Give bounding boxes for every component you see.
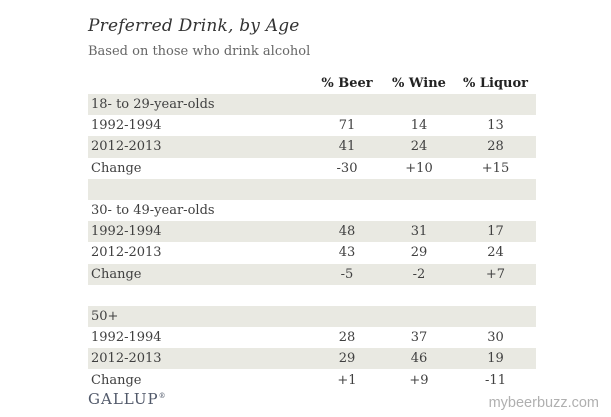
value-cell: 46 bbox=[410, 351, 428, 367]
page-subtitle: Based on those who drink alcohol bbox=[88, 44, 311, 59]
value-cell: 24 bbox=[487, 245, 504, 261]
table-row: 2012-2013 29 46 19 bbox=[88, 348, 536, 370]
value-cell: +15 bbox=[481, 160, 510, 176]
section-label: 18- to 29-year-olds bbox=[91, 97, 215, 113]
table-row: 2012-2013 43 29 24 bbox=[88, 242, 536, 263]
value-cell: 14 bbox=[410, 118, 428, 134]
table-content: Preferred Drink, by Age Based on those w… bbox=[88, 0, 536, 391]
spacer-row bbox=[88, 285, 536, 306]
gallup-wordmark: GALLUP bbox=[88, 390, 159, 408]
value-cell: -5 bbox=[340, 266, 354, 282]
value-cell: 30 bbox=[487, 330, 504, 346]
section-header-row: 18- to 29-year-olds bbox=[88, 94, 536, 116]
value-cell: -11 bbox=[485, 372, 506, 388]
row-label: 1992-1994 bbox=[91, 118, 162, 134]
row-label: Change bbox=[91, 160, 142, 176]
value-cell: +7 bbox=[485, 266, 506, 282]
value-cell: +10 bbox=[405, 160, 433, 176]
table-row: 2012-2013 41 24 28 bbox=[88, 136, 536, 158]
section-label: 50+ bbox=[91, 308, 119, 324]
table-row: 1992-1994 48 31 17 bbox=[88, 221, 536, 243]
value-cell: +1 bbox=[337, 372, 357, 388]
row-label: 1992-1994 bbox=[91, 224, 162, 240]
value-cell: +9 bbox=[409, 372, 429, 388]
value-cell: 29 bbox=[338, 351, 356, 367]
value-cell: 37 bbox=[410, 330, 428, 346]
value-cell: 29 bbox=[410, 245, 428, 261]
value-cell: 28 bbox=[487, 139, 504, 155]
registered-trademark-icon: ® bbox=[158, 392, 166, 400]
value-cell: 41 bbox=[338, 139, 356, 155]
row-label: 2012-2013 bbox=[91, 245, 162, 261]
row-label: Change bbox=[91, 372, 142, 388]
page-title: Preferred Drink, by Age bbox=[88, 16, 300, 36]
value-cell: 24 bbox=[410, 139, 428, 155]
section-header-row: 30- to 49-year-olds bbox=[88, 200, 536, 221]
table-row: Change -5 -2 +7 bbox=[88, 263, 536, 285]
value-cell: 31 bbox=[410, 224, 428, 240]
section-label: 30- to 49-year-olds bbox=[91, 203, 215, 219]
table-row: Change -30 +10 +15 bbox=[88, 158, 536, 179]
value-cell: 17 bbox=[487, 224, 504, 240]
table-row: 1992-1994 28 37 30 bbox=[88, 327, 536, 348]
value-cell: 48 bbox=[338, 224, 356, 240]
table-body: 18- to 29-year-olds 1992-1994 71 14 13 2012-2… bbox=[88, 94, 536, 391]
value-cell: 71 bbox=[338, 118, 356, 134]
spacer-row bbox=[88, 178, 536, 200]
value-cell: 19 bbox=[487, 351, 504, 367]
value-cell: 13 bbox=[487, 118, 504, 134]
value-cell: 43 bbox=[338, 245, 356, 261]
row-label: Change bbox=[91, 266, 142, 282]
watermark-text: mybeerbuzz.com bbox=[488, 395, 599, 411]
column-header-beer: % Beer bbox=[321, 75, 373, 91]
column-header-wine: % Wine bbox=[392, 75, 446, 91]
row-label: 1992-1994 bbox=[91, 330, 162, 346]
row-label: 2012-2013 bbox=[91, 351, 162, 367]
value-cell: -30 bbox=[336, 160, 358, 176]
table-header-row: % Beer % Wine % Liquor bbox=[88, 72, 536, 94]
gallup-logo: GALLUP® bbox=[88, 390, 166, 408]
table-row: Change +1 +9 -11 bbox=[88, 369, 536, 390]
column-header-liquor: % Liquor bbox=[462, 75, 529, 91]
table-row: 1992-1994 71 14 13 bbox=[88, 115, 536, 136]
section-header-row: 50+ bbox=[88, 305, 536, 328]
value-cell: 28 bbox=[338, 330, 356, 346]
row-label: 2012-2013 bbox=[91, 139, 162, 155]
value-cell: -2 bbox=[412, 266, 426, 282]
